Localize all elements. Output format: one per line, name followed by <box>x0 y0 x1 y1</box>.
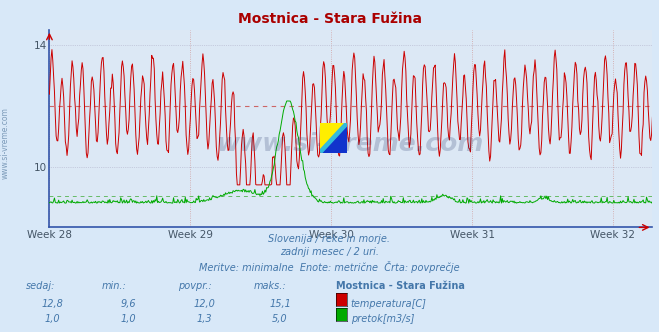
Text: Meritve: minimalne  Enote: metrične  Črta: povprečje: Meritve: minimalne Enote: metrične Črta:… <box>199 261 460 273</box>
Text: Slovenija / reke in morje.: Slovenija / reke in morje. <box>268 234 391 244</box>
Text: min.:: min.: <box>102 281 127 290</box>
Text: 15,1: 15,1 <box>269 299 291 309</box>
Text: 5,0: 5,0 <box>272 314 288 324</box>
Text: zadnji mesec / 2 uri.: zadnji mesec / 2 uri. <box>280 247 379 257</box>
Polygon shape <box>320 123 347 153</box>
Text: Mostnica - Stara Fužina: Mostnica - Stara Fužina <box>336 281 465 290</box>
Text: 1,0: 1,0 <box>45 314 61 324</box>
Text: povpr.:: povpr.: <box>178 281 212 290</box>
Text: pretok[m3/s]: pretok[m3/s] <box>351 314 414 324</box>
Text: temperatura[C]: temperatura[C] <box>351 299 426 309</box>
Text: 1,0: 1,0 <box>121 314 136 324</box>
Text: sedaj:: sedaj: <box>26 281 56 290</box>
Text: www.si-vreme.com: www.si-vreme.com <box>217 132 484 156</box>
Polygon shape <box>320 123 347 153</box>
Text: 12,0: 12,0 <box>193 299 215 309</box>
Text: 9,6: 9,6 <box>121 299 136 309</box>
Text: 12,8: 12,8 <box>42 299 64 309</box>
Text: www.si-vreme.com: www.si-vreme.com <box>1 107 10 179</box>
Text: maks.:: maks.: <box>254 281 287 290</box>
Polygon shape <box>320 123 347 153</box>
Text: Mostnica - Stara Fužina: Mostnica - Stara Fužina <box>237 12 422 26</box>
Text: 1,3: 1,3 <box>196 314 212 324</box>
